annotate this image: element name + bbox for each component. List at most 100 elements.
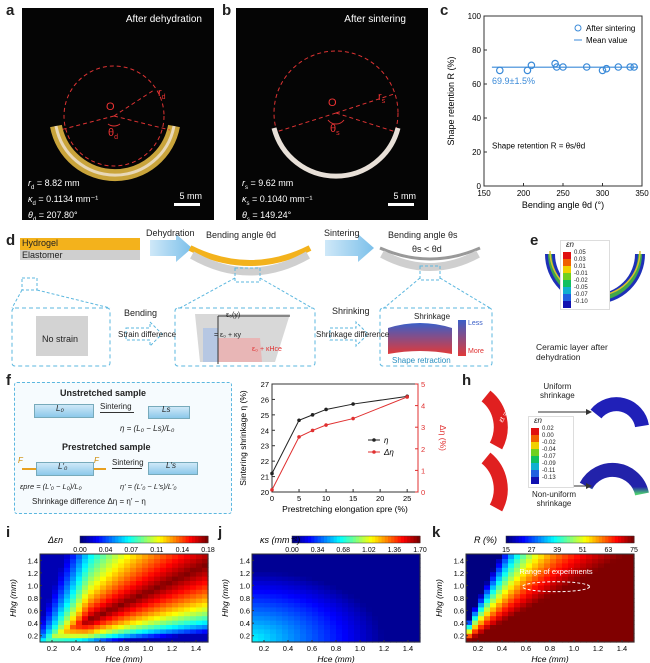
heatmap-cell [592, 611, 599, 617]
heatmap-cell [580, 620, 587, 625]
heatmap-cell [172, 637, 179, 643]
heatmap-cell [592, 571, 599, 577]
heatmap-cell [568, 615, 575, 621]
heatmap-cell [390, 598, 397, 603]
heatmap-cell [178, 615, 185, 621]
heatmap-cell [166, 620, 173, 625]
heatmap-cell [190, 576, 197, 581]
colorbar-cell [314, 536, 319, 543]
heatmap-cell [202, 567, 209, 573]
heatmap-cell [202, 633, 209, 639]
heatmap-cell [414, 584, 421, 590]
heatmap-cell [64, 628, 71, 634]
elastomer-layer [20, 250, 140, 260]
y-tick-label: 0.8 [454, 594, 464, 603]
heatmap-cell [586, 576, 593, 581]
heatmap-cell [484, 576, 491, 581]
scale-bar [388, 203, 414, 206]
colorbar-cell [160, 536, 164, 543]
colorbar-tick-label: 0.11 [150, 547, 163, 554]
heatmap-cell [532, 620, 539, 625]
heatmap-cell [82, 620, 89, 625]
colorbar-cell [627, 536, 632, 543]
colorbar-cell [563, 536, 568, 543]
heatmap-cell [366, 606, 373, 612]
heatmap-cell [172, 598, 179, 603]
heatmap-cell [70, 593, 77, 599]
heatmap-cell [106, 598, 113, 603]
heatmap-cell [118, 628, 125, 634]
heatmap-cell [100, 615, 107, 621]
heatmap-cell [366, 593, 373, 599]
heatmap-cell [502, 628, 509, 634]
bending-angle-s-label: Bending angle θs [388, 230, 458, 240]
colorbar-swatch [563, 266, 571, 273]
heatmap-cell [276, 624, 283, 630]
heatmap-cell [378, 633, 385, 639]
sintering-2-label: Sintering [112, 458, 144, 467]
heatmap-cell [568, 562, 575, 568]
heatmap-cell [550, 624, 557, 630]
heatmap-cell [52, 615, 59, 621]
heatmap-cell [342, 593, 349, 599]
x-axis-label: Hce (mm) [317, 654, 354, 663]
heatmap-cell [312, 611, 319, 617]
heatmap-cell [264, 615, 271, 621]
heatmap-cell [312, 615, 319, 621]
colorbar-cell [336, 536, 341, 543]
heatmap-cell [544, 554, 551, 559]
colorbar-cell [547, 536, 552, 543]
heatmap-cell [196, 589, 203, 595]
heatmap-cell [580, 615, 587, 621]
heatmap-cell [52, 637, 59, 643]
angle-label: θd [108, 127, 119, 142]
heatmap-cell [396, 567, 403, 573]
heatmap-cell [390, 606, 397, 612]
heatmap-cell [402, 598, 409, 603]
colorbar-cell [381, 536, 386, 543]
shrinkage-label: Shrinkage [414, 312, 451, 321]
heatmap-cell [544, 598, 551, 603]
x-tick-label: 0.6 [307, 644, 317, 653]
heatmap-cell [202, 602, 209, 608]
heatmap-cell [384, 628, 391, 634]
heatmap-cell [130, 624, 137, 630]
heatmap-cell [348, 602, 355, 608]
heatmap-cell [544, 633, 551, 639]
heatmap-cell [264, 637, 271, 643]
y-axis-label: Sintering shrinkage η (%) [238, 390, 248, 486]
heatmap-cell [288, 576, 295, 581]
heatmap-cell [196, 602, 203, 608]
colorbar-swatch [563, 287, 571, 294]
heatmap-cell [348, 615, 355, 621]
heatmap-cell [148, 637, 155, 643]
heatmap-cell [136, 589, 143, 595]
legend-marker-deta [372, 450, 376, 454]
heatmap-cell [484, 593, 491, 599]
heatmap-cell [124, 576, 131, 581]
heatmap-cell [496, 562, 503, 568]
heatmap-cell [88, 589, 95, 595]
heatmap-cell [300, 602, 307, 608]
heatmap-cell [184, 602, 191, 608]
heatmap-cell [58, 571, 65, 577]
heatmap-cell [532, 611, 539, 617]
heatmap-cell [306, 606, 313, 612]
heatmap-cell [276, 558, 283, 564]
x-axis-label: Bending angle θd (°) [522, 200, 604, 210]
heatmap-cell [526, 580, 533, 586]
heatmap-cell [366, 571, 373, 577]
heatmap-cell [252, 602, 259, 608]
heatmap-cell [70, 580, 77, 586]
heatmap-cell [580, 580, 587, 586]
colorbar-frame [79, 535, 209, 544]
heatmap-cell [258, 554, 265, 559]
heatmap-cell [544, 624, 551, 630]
legend-mean: Mean value [586, 36, 628, 45]
heatmap-cell [484, 606, 491, 612]
colorbar-cell [579, 536, 584, 543]
heatmap-cell [402, 571, 409, 577]
heatmap-cell [184, 637, 191, 643]
heatmap-cell [148, 567, 155, 573]
heatmap-cell [574, 602, 581, 608]
